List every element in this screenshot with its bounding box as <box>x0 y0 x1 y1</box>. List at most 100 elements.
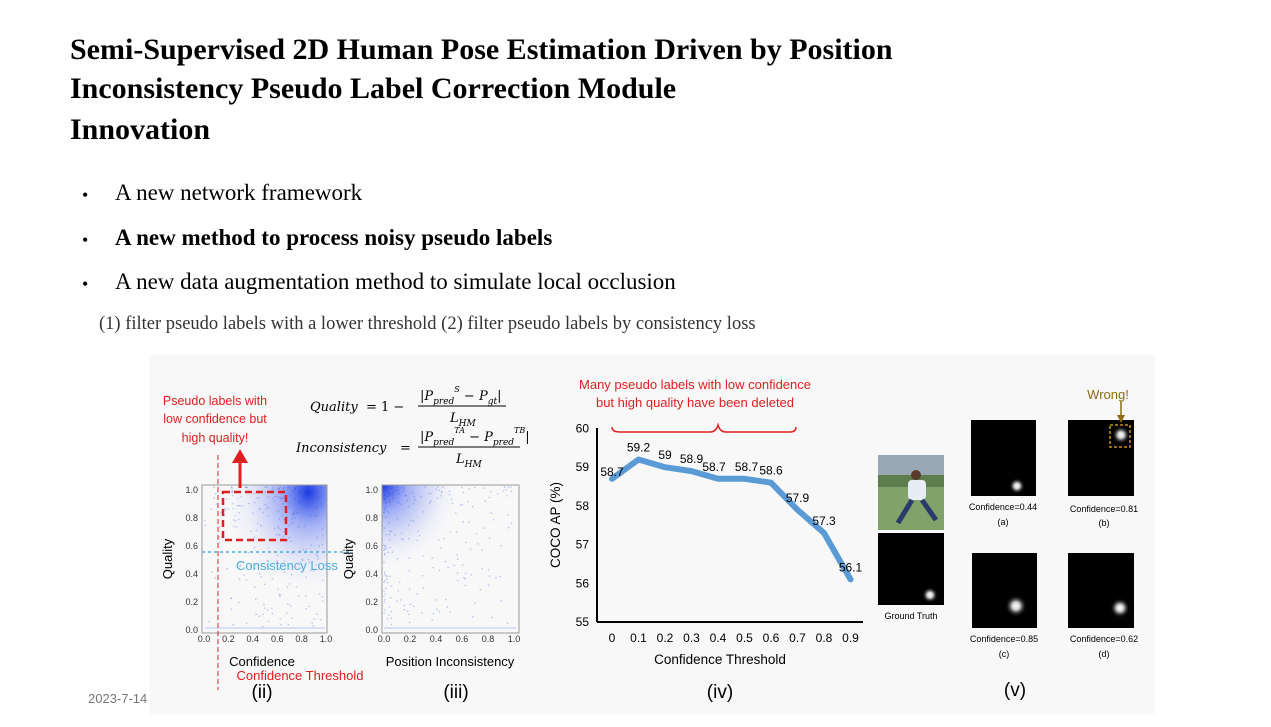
y-tick-label: 1.0 <box>365 485 378 495</box>
y-tick-label: 0.8 <box>185 513 198 523</box>
xlabel-ii: Confidence <box>229 654 295 669</box>
y-tick-label: 55 <box>576 615 590 629</box>
gt-heatmap-blob <box>922 587 938 603</box>
heatmap-a <box>971 420 1036 496</box>
annot-brace <box>611 422 797 433</box>
gt-label: Ground Truth <box>884 611 937 621</box>
threshold-label: Confidence Threshold <box>237 668 364 683</box>
annot-ii-line2: low confidence but <box>163 412 267 426</box>
data-labels: 58.759.259 58.958.7 58.7 58.657.957.356.1 <box>600 440 862 574</box>
x-tick-label: 0.0 <box>378 634 391 644</box>
data-label: 59 <box>658 448 672 462</box>
high-quality-box <box>221 490 288 542</box>
x-tick-label: 0.1 <box>630 631 647 645</box>
arrow-down-icon <box>1117 415 1125 423</box>
bullet-dot-icon: • <box>82 229 89 250</box>
chart-ylabel: COCO AP (%) <box>548 482 563 568</box>
y-tick-label: 0.8 <box>365 513 378 523</box>
quality-lhs: Quality <box>310 400 358 415</box>
x-tick-label: 0 <box>609 631 616 645</box>
panel-label-iv: (iv) <box>707 682 733 703</box>
bullet-text: A new network framework <box>115 180 363 205</box>
chart-xlabel: Confidence Threshold <box>654 652 786 667</box>
xlabel-iii: Position Inconsistency <box>386 654 515 669</box>
filter-note: (1) filter pseudo labels with a lower th… <box>99 314 756 334</box>
annot-ii-line3: high quality! <box>182 431 249 445</box>
consistency-loss-label: Consistency Loss <box>236 558 338 573</box>
x-tick-label: 0.0 <box>198 634 211 644</box>
y-tick-label: 0.0 <box>365 625 378 635</box>
y-tick-label: 0.0 <box>185 625 198 635</box>
x-tick-label: 0.4 <box>710 631 727 645</box>
person-photo <box>878 455 944 530</box>
bullet-list: • A new network framework • A new method t… <box>82 180 676 314</box>
page-title: Semi-Supervised 2D Human Pose Estimation… <box>70 30 1070 108</box>
x-tick-labels: 0 0.1 0.2 0.3 0.4 0.5 0.6 0.7 0.8 0.9 <box>609 631 860 645</box>
panel-label-iii: (iii) <box>443 682 468 703</box>
scatter-density-b <box>382 485 519 633</box>
series-line <box>609 456 854 583</box>
lab-b: (b) <box>1099 518 1110 528</box>
y-tick-label: 0.6 <box>365 541 378 551</box>
bullet-dot-icon: • <box>82 274 89 294</box>
y-tick-label: 1.0 <box>185 485 198 495</box>
wrong-label: Wrong! <box>1087 387 1129 402</box>
title-line-1: Semi-Supervised 2D Human Pose Estimation… <box>70 33 893 66</box>
conf-b: Confidence=0.81 <box>1070 504 1138 514</box>
x-tick-label: 0.2 <box>222 634 235 644</box>
lab-a: (a) <box>998 517 1009 527</box>
x-tick-label: 0.4 <box>430 634 443 644</box>
figure: Pseudo labels with low confidence but hi… <box>150 355 1155 715</box>
list-item: • A new network framework <box>82 180 676 225</box>
lab-d: (d) <box>1099 649 1110 659</box>
bullet-text: A new data augmentation method to simula… <box>115 269 676 294</box>
figure-svg: Pseudo labels with low confidence but hi… <box>150 355 1155 715</box>
title-line-2: Inconsistency Pseudo Label Correction Mo… <box>70 72 677 105</box>
heatmap-a-blob <box>1009 478 1025 494</box>
y-tick-label: 0.2 <box>365 597 378 607</box>
x-tick-label: 1.0 <box>508 634 521 644</box>
y-tick-label: 0.4 <box>185 569 198 579</box>
x-tick-label: 0.6 <box>271 634 284 644</box>
panel-label-ii: (ii) <box>251 682 272 703</box>
x-tick-label: 0.2 <box>657 631 674 645</box>
data-label: 58.7 <box>702 460 726 474</box>
slide-date: 2023-7-14 <box>88 691 148 706</box>
heatmap-c-blob <box>1005 595 1027 617</box>
y-tick-label: 57 <box>576 538 590 552</box>
lab-c: (c) <box>999 649 1010 659</box>
ylabel-ii: Quality <box>160 538 175 579</box>
wrong-box <box>1109 424 1131 448</box>
x-tick-label: 0.5 <box>736 631 753 645</box>
heatmap-d-blob <box>1110 598 1130 618</box>
x-tick-label: 0.8 <box>482 634 495 644</box>
x-tick-label: 0.8 <box>816 631 833 645</box>
y-tick-label: 59 <box>576 460 590 474</box>
panel-iv: Many pseudo labels with low confidence b… <box>548 377 863 703</box>
x-tick-label: 0.9 <box>842 631 859 645</box>
data-label: 57.3 <box>812 514 836 528</box>
arrow-up-icon <box>232 449 248 463</box>
x-tick-label: 0.3 <box>683 631 700 645</box>
conf-c: Confidence=0.85 <box>970 634 1038 644</box>
data-label: 58.7 <box>735 460 759 474</box>
bullet-text: A new method to process noisy pseudo lab… <box>115 224 553 250</box>
panel-v: Ground Truth Confidence=0.44 (a) Wrong! … <box>878 387 1138 701</box>
x-tick-label: 0.8 <box>295 634 308 644</box>
section-heading: Innovation <box>70 113 211 146</box>
y-tick-label: 56 <box>576 576 590 590</box>
data-label: 58.7 <box>600 465 624 479</box>
conf-a: Confidence=0.44 <box>969 502 1037 512</box>
x-tick-label: 0.6 <box>763 631 780 645</box>
y-tick-label: 58 <box>576 499 590 513</box>
data-label: 58.6 <box>759 464 783 478</box>
x-tick-label: 0.7 <box>789 631 806 645</box>
data-label: 57.9 <box>786 491 810 505</box>
panel-label-v: (v) <box>1004 680 1026 701</box>
data-label: 59.2 <box>627 440 651 454</box>
inconsistency-eq: = <box>400 441 411 456</box>
inconsistency-lhs: Inconsistency <box>295 441 387 456</box>
panel-iii: Position Inconsistency Quality (iii) 0.0… <box>341 484 521 703</box>
list-item: • A new data augmentation method to simul… <box>82 269 676 314</box>
plot-frame-ii <box>201 484 328 634</box>
